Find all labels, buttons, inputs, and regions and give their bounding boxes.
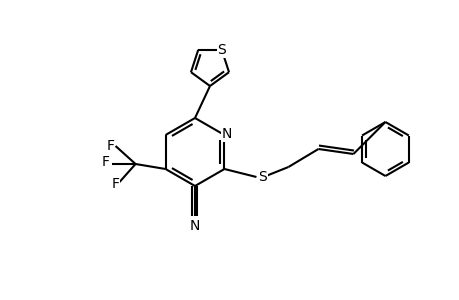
- Text: S: S: [217, 43, 226, 57]
- Text: F: F: [106, 139, 114, 153]
- Text: F: F: [101, 155, 109, 169]
- Text: S: S: [257, 170, 266, 184]
- Text: F: F: [112, 177, 119, 191]
- Text: N: N: [190, 219, 200, 233]
- Text: N: N: [221, 127, 231, 141]
